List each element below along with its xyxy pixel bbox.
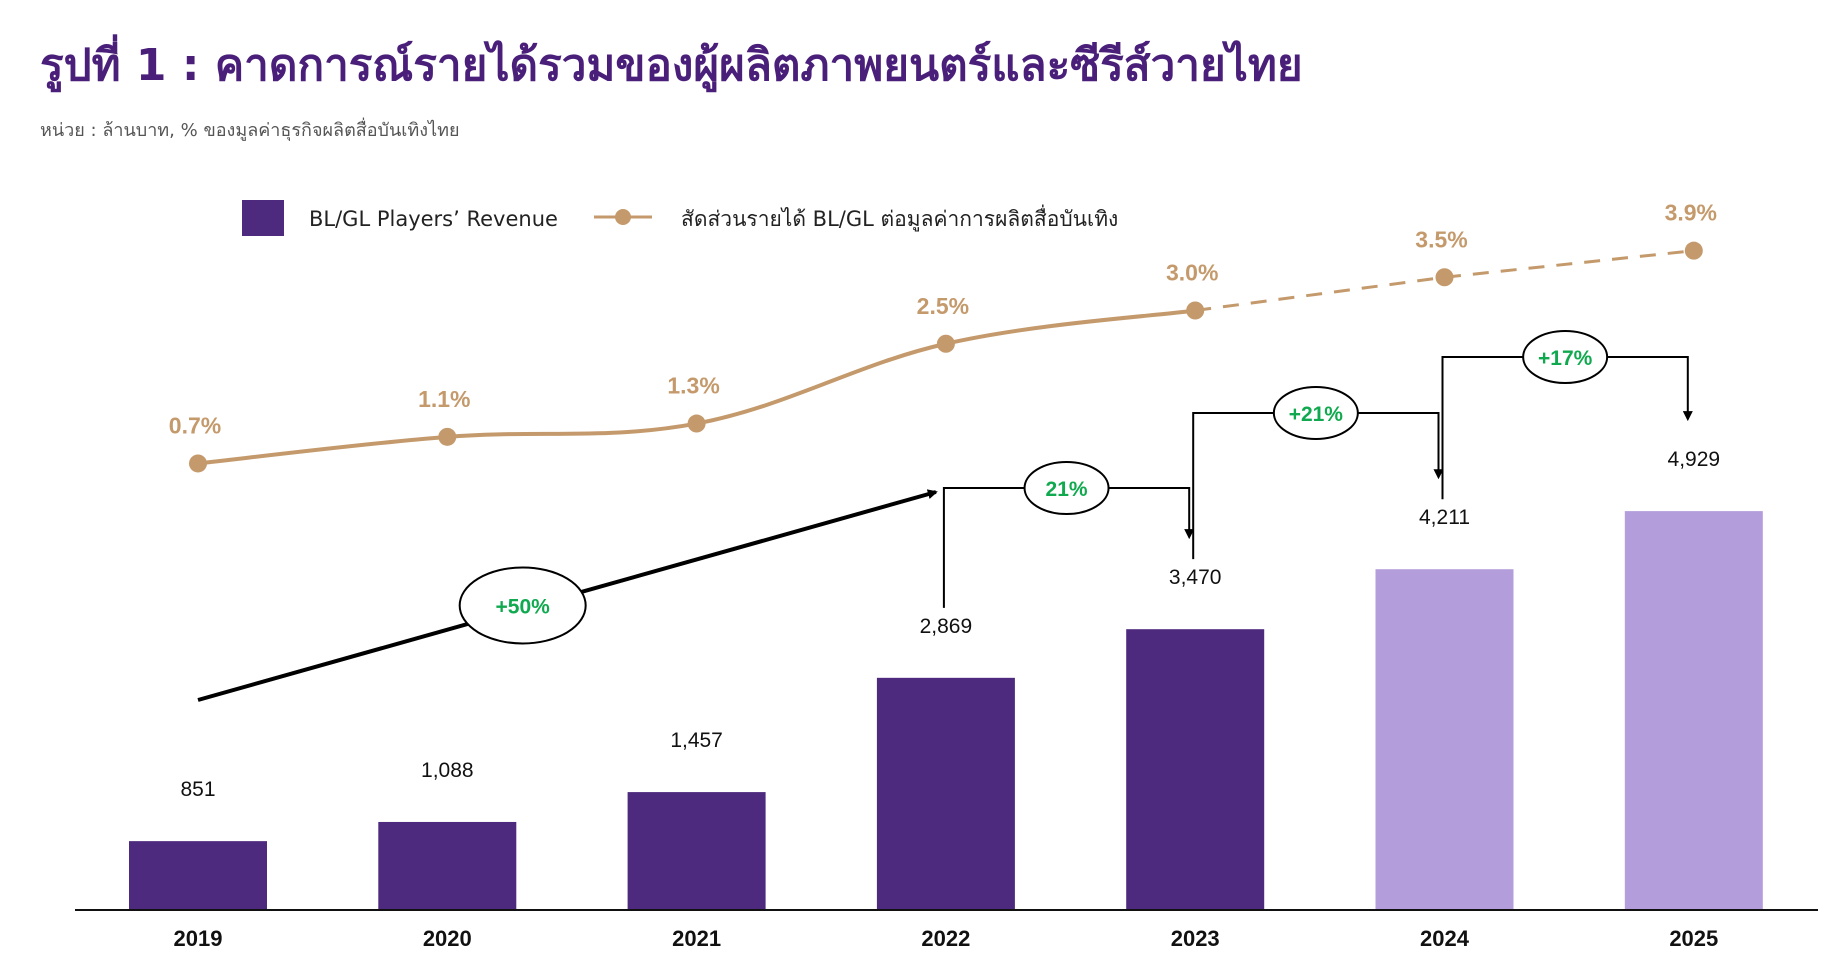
x-tick-2022: 2022	[921, 926, 970, 951]
growth-annotation-2024-2025: +17%	[1441, 330, 1693, 500]
legend-line-marker	[615, 209, 631, 225]
legend-line-label: สัดส่วนรายได้ BL/GL ต่อมูลค่าการผลิตสื่อ…	[681, 204, 1118, 232]
x-tick-2025: 2025	[1669, 926, 1718, 951]
growth-annotation-2022-2023: 21%	[942, 461, 1195, 608]
growth-bubble	[458, 566, 587, 645]
bar-2024	[1375, 569, 1514, 910]
x-tick-labels: 2019 2020 2021 2022 2023 2024 2025	[174, 926, 1719, 951]
line-point-2023	[1186, 301, 1205, 320]
line-label-2025: 3.9%	[1665, 200, 1717, 226]
growth-label: +17%	[1538, 347, 1593, 370]
bar-2020	[378, 821, 517, 910]
line-point-2019	[189, 454, 207, 473]
x-tick-2023: 2023	[1171, 926, 1220, 951]
line-point-2021	[687, 414, 706, 433]
line-point-2020	[438, 427, 457, 446]
line-point-2024	[1435, 268, 1454, 287]
line-point-2022	[936, 334, 955, 353]
growth-annotation-2023-2024: +21%	[1192, 386, 1444, 560]
legend: BL/GL Players’ Revenue สัดส่วนรายได้ BL/…	[242, 200, 1118, 236]
line-series: 0.7% 1.1% 1.3% 2.5% 3.0% 3.5% 3.9%	[169, 200, 1717, 473]
bar-value-label-2024: 4,211	[1419, 506, 1470, 529]
line-label-2022: 2.5%	[917, 293, 969, 319]
growth-bubble	[1023, 461, 1110, 515]
line-label-2023: 3.0%	[1166, 260, 1218, 286]
line-label-2024: 3.5%	[1415, 226, 1467, 252]
bar-value-label-2023: 3,470	[1169, 566, 1222, 589]
growth-bubble	[1272, 386, 1359, 440]
legend-bar-swatch	[242, 200, 284, 236]
line-label-2020: 1.1%	[418, 386, 470, 412]
bar-2023	[1126, 629, 1265, 910]
bar-2019	[129, 841, 267, 910]
bar-series	[129, 511, 1763, 910]
x-tick-2021: 2021	[672, 926, 721, 951]
growth-label: 21%	[1046, 478, 1088, 501]
bar-value-labels: 851 1,088 1,457 2,869 3,470 4,211 4,929	[180, 448, 1720, 801]
growth-annotation-2019-2022: +50%	[197, 489, 938, 702]
growth-label: +50%	[496, 595, 551, 618]
x-tick-2024: 2024	[1420, 926, 1470, 951]
legend-bar-label: BL/GL Players’ Revenue	[309, 207, 558, 231]
chart-title: รูปที่ 1 : คาดการณ์รายได้รวมของผู้ผลิตภา…	[40, 40, 1303, 91]
bar-value-label-2022: 2,869	[920, 615, 973, 638]
growth-annotations: +50% 21% +21% +17%	[197, 330, 1693, 702]
bar-value-label-2025: 4,929	[1668, 448, 1721, 471]
line-label-2021: 1.3%	[667, 373, 719, 399]
x-tick-2019: 2019	[174, 926, 223, 951]
bar-value-label-2021: 1,457	[670, 729, 723, 752]
chart-subtitle: หน่วย : ล้านบาท, % ของมูลค่าธุรกิจผลิตสื…	[40, 120, 460, 141]
growth-bubble	[1522, 330, 1609, 384]
bar-2022	[876, 677, 1015, 910]
bar-value-label-2020: 1,088	[421, 759, 474, 782]
line-label-2019: 0.7%	[169, 412, 221, 438]
growth-label: +21%	[1289, 403, 1344, 426]
x-tick-2020: 2020	[423, 926, 472, 951]
bar-2021	[627, 792, 766, 910]
bar-value-label-2019: 851	[180, 778, 215, 801]
bar-2025	[1624, 511, 1763, 910]
line-point-2025	[1684, 241, 1703, 260]
